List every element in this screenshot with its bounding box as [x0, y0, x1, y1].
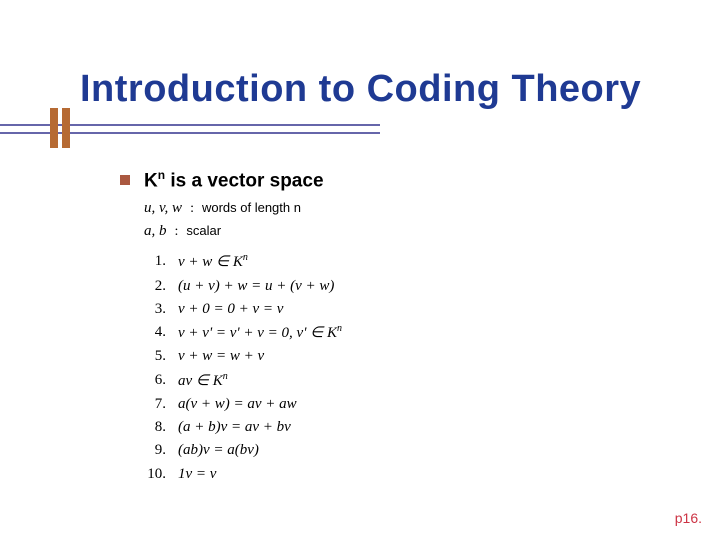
axiom-row: 1. v + w ∈ Kn [144, 250, 680, 274]
def-desc: scalar [186, 223, 221, 238]
axiom-row: 5. v + w = w + v [144, 345, 680, 368]
axiom-row: 9. (ab)v = a(bv) [144, 439, 680, 462]
axiom-row: 10. 1v = v [144, 463, 680, 486]
slide-content: Kn is a vector space u, v, w : words of … [120, 168, 680, 486]
axiom-num: 6. [144, 369, 166, 393]
axiom-row: 4. v + v' = v' + v = 0, v' ∈ Kn [144, 321, 680, 345]
axiom-num: 8. [144, 416, 166, 439]
axiom-row: 3. v + 0 = 0 + v = v [144, 298, 680, 321]
axiom-expr: a(v + w) = av + aw [178, 393, 297, 416]
axiom-num: 4. [144, 321, 166, 345]
def-vars: u, v, w [144, 200, 182, 217]
axiom-num: 9. [144, 439, 166, 462]
heading-prefix: K [144, 170, 158, 191]
axiom-expr: v + v' = v' + v = 0, v' ∈ Kn [178, 321, 342, 345]
def-colon: : [175, 224, 179, 240]
def-row: a, b : scalar [144, 223, 680, 240]
axiom-row: 2. (u + v) + w = u + (v + w) [144, 275, 680, 298]
axiom-row: 8. (a + b)v = av + bv [144, 416, 680, 439]
title-accent-bars [44, 108, 74, 148]
page-number: p16. [675, 510, 702, 526]
axiom-expr: av ∈ Kn [178, 369, 228, 393]
axiom-expr: 1v = v [178, 463, 216, 486]
title-underline [0, 120, 720, 138]
axiom-num: 3. [144, 298, 166, 321]
axiom-expr: v + 0 = 0 + v = v [178, 298, 283, 321]
axiom-expr: v + w = w + v [178, 345, 264, 368]
def-colon: : [190, 201, 194, 217]
content-heading: Kn is a vector space [144, 168, 324, 192]
axiom-expr: (ab)v = a(bv) [178, 439, 259, 462]
def-row: u, v, w : words of length n [144, 200, 680, 217]
axiom-expr: (a + b)v = av + bv [178, 416, 291, 439]
axioms-list: 1. v + w ∈ Kn 2. (u + v) + w = u + (v + w)… [144, 250, 680, 486]
axiom-num: 7. [144, 393, 166, 416]
heading-suffix: is a vector space [165, 170, 323, 191]
axiom-expr: (u + v) + w = u + (v + w) [178, 275, 334, 298]
axiom-num: 2. [144, 275, 166, 298]
definitions: u, v, w : words of length n a, b : scala… [144, 200, 680, 240]
axiom-expr: v + w ∈ Kn [178, 250, 248, 274]
bullet-icon [120, 175, 130, 185]
axiom-num: 10. [144, 463, 166, 486]
def-vars: a, b [144, 223, 167, 240]
axiom-num: 5. [144, 345, 166, 368]
axiom-num: 1. [144, 250, 166, 274]
page-title: Introduction to Coding Theory [80, 68, 641, 111]
axiom-row: 6. av ∈ Kn [144, 369, 680, 393]
def-desc: words of length n [202, 200, 301, 215]
heading-sup: n [158, 168, 165, 182]
axiom-row: 7. a(v + w) = av + aw [144, 393, 680, 416]
